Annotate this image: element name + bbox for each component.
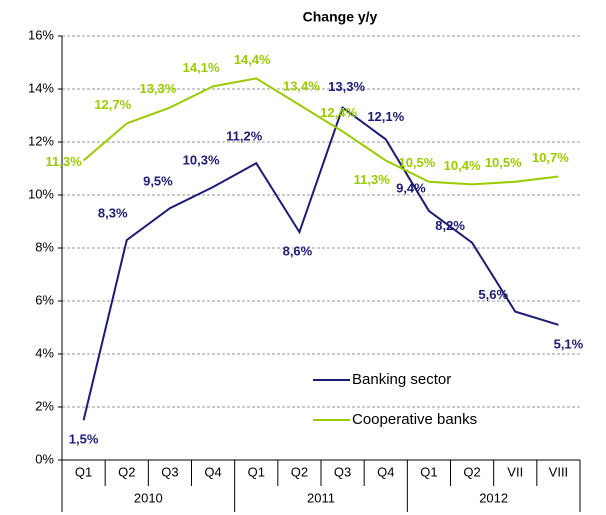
y-tick-label: 12%: [28, 133, 54, 148]
value-label: 11,3%: [354, 172, 391, 187]
value-label: 8,3%: [98, 205, 128, 220]
value-label: 12,7%: [94, 97, 131, 112]
value-label: 10,5%: [485, 155, 522, 170]
x-tick-label: Q2: [463, 464, 480, 479]
x-tick-label: Q1: [248, 464, 265, 479]
x-tick-label: Q4: [204, 464, 221, 479]
y-tick-label: 8%: [35, 239, 54, 254]
value-label: 12,1%: [367, 109, 404, 124]
value-label: 5,6%: [478, 287, 508, 302]
value-label: 12,4%: [320, 105, 357, 120]
value-label: 9,5%: [143, 174, 173, 189]
x-tick-label: Q2: [118, 464, 135, 479]
value-label: 10,4%: [444, 158, 481, 173]
value-label: 10,3%: [183, 152, 220, 167]
y-tick-label: 10%: [28, 186, 54, 201]
value-label: 14,1%: [183, 60, 220, 75]
y-tick-label: 2%: [35, 398, 54, 413]
value-label: 14,4%: [234, 52, 271, 67]
y-tick-label: 16%: [28, 27, 54, 42]
value-label: 13,4%: [283, 78, 320, 93]
value-label: 13,3%: [139, 81, 176, 96]
x-tick-label: Q3: [334, 464, 351, 479]
value-label: 8,2%: [435, 218, 465, 233]
y-tick-label: 6%: [35, 292, 54, 307]
value-label: 11,2%: [226, 129, 263, 144]
value-label: 5,1%: [554, 336, 584, 351]
value-label: 1,5%: [69, 432, 99, 447]
x-tick-label: Q4: [377, 464, 394, 479]
value-label: 8,6%: [283, 244, 313, 259]
value-label: 10,7%: [532, 150, 569, 165]
legend-label: Banking sector: [352, 371, 451, 388]
x-tick-label: Q3: [161, 464, 178, 479]
chart-title: Change y/y: [303, 9, 378, 25]
y-tick-label: 0%: [35, 451, 54, 466]
legend-label: Cooperative banks: [352, 411, 477, 428]
value-label: 13,3%: [328, 79, 365, 94]
x-tick-label: VII: [507, 464, 523, 479]
year-label: 2012: [479, 490, 508, 505]
x-tick-label: Q1: [75, 464, 92, 479]
value-label: 11,3%: [46, 154, 83, 169]
y-tick-label: 14%: [28, 80, 54, 95]
x-tick-label: Q1: [420, 464, 437, 479]
x-tick-label: Q2: [291, 464, 308, 479]
series-line: [82, 105, 559, 421]
x-tick-label: VIII: [549, 464, 569, 479]
value-label: 9,4%: [396, 180, 426, 195]
series-line: [82, 77, 559, 186]
year-label: 2011: [307, 490, 335, 505]
y-tick-label: 4%: [35, 345, 54, 360]
year-label: 2010: [134, 490, 163, 505]
value-label: 10,5%: [398, 155, 435, 170]
